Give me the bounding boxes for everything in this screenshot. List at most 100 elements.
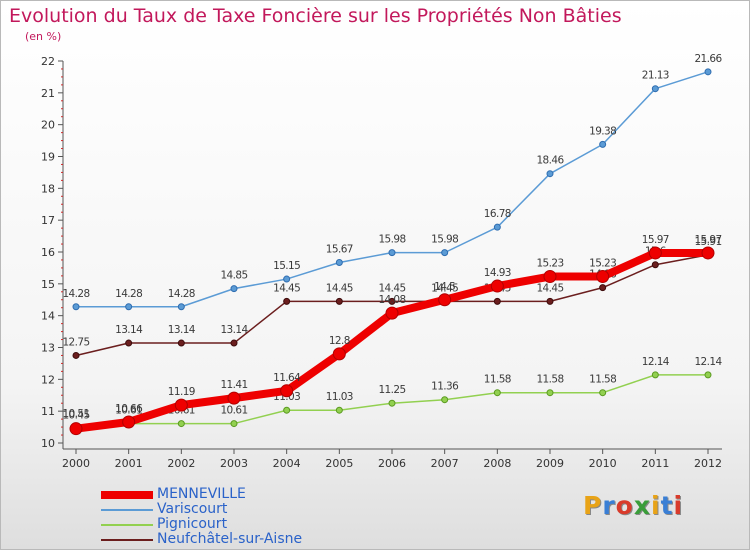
- data-label-menneville: 10.45: [62, 410, 89, 422]
- data-label-variscourt: 15.98: [378, 234, 405, 246]
- data-point-variscourt: [230, 285, 238, 293]
- proxiti-logo: Proxiti: [583, 491, 683, 520]
- chart-unit-label: (en %): [25, 30, 62, 43]
- x-tick-label: 2012: [694, 457, 722, 470]
- data-label-menneville: 14.5: [434, 281, 455, 293]
- data-label-neufch-tel-sur-aisne: 14.45: [326, 282, 353, 294]
- logo-letter: P: [583, 491, 603, 520]
- legend-swatch: [101, 490, 153, 499]
- data-label-neufch-tel-sur-aisne: 12.75: [62, 336, 89, 348]
- data-point-variscourt: [441, 249, 449, 257]
- data-point-neufch-tel-sur-aisne: [125, 339, 133, 347]
- data-point-pignicourt: [493, 389, 501, 397]
- legend-label: MENNEVILLE: [157, 486, 246, 502]
- data-point-menneville: [332, 347, 346, 361]
- data-label-menneville: 15.97: [694, 234, 721, 246]
- legend: MENNEVILLE Variscourt Pignicourt Neufchâtel…: [101, 487, 302, 547]
- data-point-neufch-tel-sur-aisne: [177, 339, 185, 347]
- data-label-variscourt: 14.28: [115, 288, 142, 300]
- data-label-pignicourt: 11.25: [378, 384, 405, 396]
- data-point-neufch-tel-sur-aisne: [230, 339, 238, 347]
- data-label-neufch-tel-sur-aisne: 13.14: [168, 324, 196, 336]
- data-label-variscourt: 15.67: [326, 244, 353, 256]
- data-point-menneville: [122, 415, 136, 429]
- data-point-neufch-tel-sur-aisne: [651, 261, 659, 269]
- chart-title: Evolution du Taux de Taxe Foncière sur l…: [9, 5, 622, 27]
- y-tick-label: 10: [41, 437, 55, 450]
- data-label-variscourt: 14.28: [62, 288, 89, 300]
- data-point-pignicourt: [599, 389, 607, 397]
- x-tick-label: 2003: [220, 457, 248, 470]
- data-label-pignicourt: 12.14: [642, 356, 670, 368]
- data-point-pignicourt: [283, 406, 291, 414]
- data-label-pignicourt: 11.58: [589, 374, 616, 386]
- y-tick-label: 12: [41, 373, 55, 386]
- data-point-menneville: [69, 422, 83, 436]
- data-point-menneville: [174, 398, 188, 412]
- data-point-variscourt: [335, 259, 343, 267]
- logo-letter: x: [633, 491, 651, 520]
- data-label-pignicourt: 11.03: [326, 391, 353, 403]
- logo-letter: o: [615, 491, 634, 520]
- data-label-variscourt: 21.13: [642, 70, 669, 82]
- x-tick-label: 2001: [115, 457, 143, 470]
- x-tick-label: 2010: [589, 457, 617, 470]
- data-label-neufch-tel-sur-aisne: 13.14: [220, 324, 248, 336]
- data-point-neufch-tel-sur-aisne: [599, 284, 607, 292]
- data-label-pignicourt: 10.61: [220, 405, 247, 417]
- data-label-menneville: 11.19: [168, 386, 195, 398]
- logo-letter: i: [673, 491, 684, 520]
- data-point-neufch-tel-sur-aisne: [388, 297, 396, 305]
- data-point-variscourt: [599, 140, 607, 148]
- y-tick-label: 11: [41, 405, 55, 418]
- x-tick-label: 2000: [62, 457, 90, 470]
- data-point-variscourt: [546, 170, 554, 178]
- data-point-menneville: [648, 246, 662, 260]
- data-point-pignicourt: [651, 371, 659, 379]
- logo-letter: i: [651, 491, 661, 520]
- data-point-neufch-tel-sur-aisne: [283, 297, 291, 305]
- data-point-neufch-tel-sur-aisne: [493, 297, 501, 305]
- legend-label: Pignicourt: [157, 516, 228, 532]
- y-tick-label: 22: [41, 55, 55, 68]
- legend-label: Variscourt: [157, 501, 228, 517]
- legend-swatch: [101, 523, 153, 526]
- y-tick-label: 20: [41, 119, 55, 132]
- y-tick-label: 18: [41, 182, 55, 195]
- data-point-menneville: [227, 391, 241, 405]
- data-label-menneville: 11.64: [273, 372, 301, 384]
- y-tick-label: 13: [41, 342, 55, 355]
- data-point-menneville: [543, 270, 557, 284]
- data-point-pignicourt: [704, 371, 712, 379]
- x-tick-label: 2006: [378, 457, 406, 470]
- data-point-menneville: [701, 246, 715, 260]
- data-label-neufch-tel-sur-aisne: 14.45: [431, 282, 458, 294]
- x-tick-label: 2008: [483, 457, 511, 470]
- legend-label: Neufchâtel-sur-Aisne: [157, 531, 303, 547]
- data-point-menneville: [596, 270, 610, 284]
- data-label-menneville: 12.8: [329, 335, 350, 347]
- data-label-neufch-tel-sur-aisne: 14.45: [536, 282, 563, 294]
- y-tick-label: 17: [41, 214, 55, 227]
- data-point-menneville: [385, 306, 399, 320]
- data-label-menneville: 11.41: [220, 379, 247, 391]
- logo-letter: r: [602, 491, 616, 520]
- data-label-variscourt: 18.46: [536, 155, 564, 167]
- legend-swatch: [101, 538, 153, 541]
- y-tick-label: 15: [41, 278, 55, 291]
- data-point-variscourt: [72, 303, 80, 311]
- data-label-neufch-tel-sur-aisne: 14.45: [273, 282, 300, 294]
- legend-swatch: [101, 508, 153, 511]
- data-label-neufch-tel-sur-aisne: 15.91: [694, 236, 721, 248]
- data-point-variscourt: [283, 275, 291, 283]
- data-label-pignicourt: 11.58: [484, 374, 511, 386]
- data-label-variscourt: 15.15: [273, 260, 300, 272]
- data-label-neufch-tel-sur-aisne: 14.45: [378, 282, 405, 294]
- data-point-pignicourt: [177, 420, 185, 428]
- legend-item: Neufchâtel-sur-Aisne: [101, 532, 302, 547]
- data-label-variscourt: 16.78: [484, 208, 511, 220]
- data-point-menneville: [438, 293, 452, 307]
- data-point-pignicourt: [441, 396, 449, 404]
